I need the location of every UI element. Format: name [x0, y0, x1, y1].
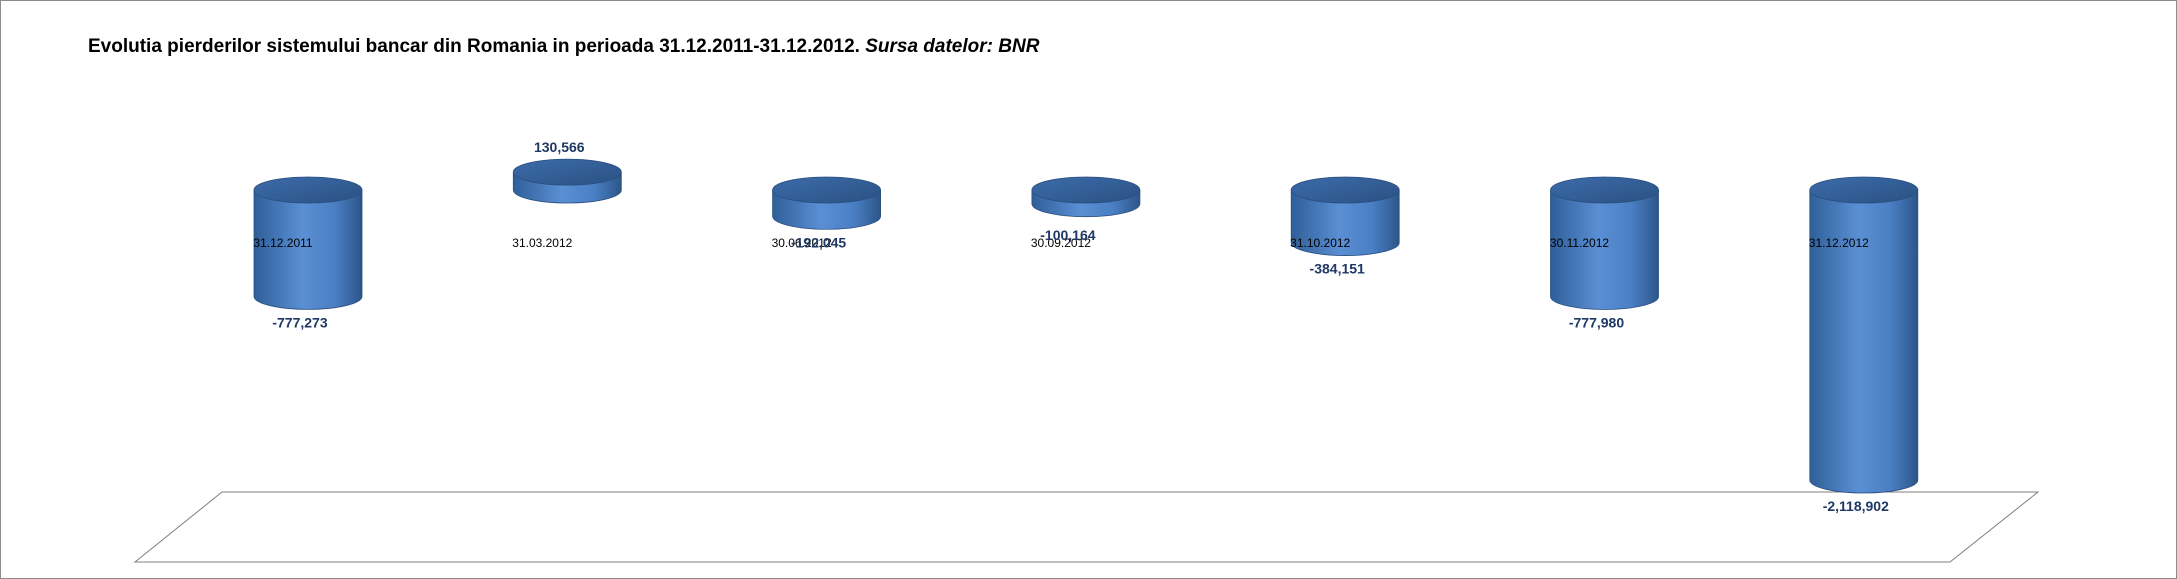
bar-top: [1550, 176, 1659, 204]
bar-top: [772, 176, 881, 204]
bar-body: [1550, 189, 1659, 310]
bar: [1550, 176, 1659, 310]
category-label: 30.09.2012: [1031, 236, 1091, 250]
bar-body: [1290, 189, 1400, 256]
chart-title-text: Evolutia pierderilor sistemului bancar d…: [88, 36, 860, 57]
bar-top: [1809, 176, 1919, 204]
bar-body: [253, 189, 363, 310]
chart-title: Evolutia pierderilor sistemului bancar d…: [88, 36, 1039, 58]
bar: [772, 176, 881, 230]
data-label: -777,980: [1569, 314, 1624, 330]
chart-subtitle: Sursa datelor: BNR: [865, 36, 1040, 57]
bar: [1290, 176, 1400, 256]
category-label: 31.10.2012: [1290, 236, 1350, 250]
bar-top: [253, 176, 363, 204]
category-label: 31.03.2012: [512, 236, 572, 250]
bar: [253, 176, 363, 310]
data-label: -192,045: [791, 234, 846, 250]
bar-top: [1290, 176, 1400, 204]
data-label: -777,273: [272, 314, 327, 330]
bar-top: [512, 158, 622, 186]
category-label: 31.12.2012: [1809, 236, 1869, 250]
data-label: -384,151: [1310, 261, 1365, 277]
data-label: -2,118,902: [1823, 498, 1889, 514]
bar: [512, 158, 622, 204]
bar: [1809, 176, 1919, 494]
chart-floor: [133, 491, 2040, 563]
category-label: 31.12.2011: [253, 236, 312, 250]
data-label: 130,566: [534, 139, 585, 155]
bar: [1031, 176, 1141, 218]
category-label: 30.11.2012: [1550, 236, 1609, 250]
category-label: 30.06.2012: [772, 236, 832, 250]
data-label: -100,164: [1040, 227, 1095, 243]
bar-top: [1031, 176, 1141, 204]
bar-body: [1809, 189, 1919, 494]
